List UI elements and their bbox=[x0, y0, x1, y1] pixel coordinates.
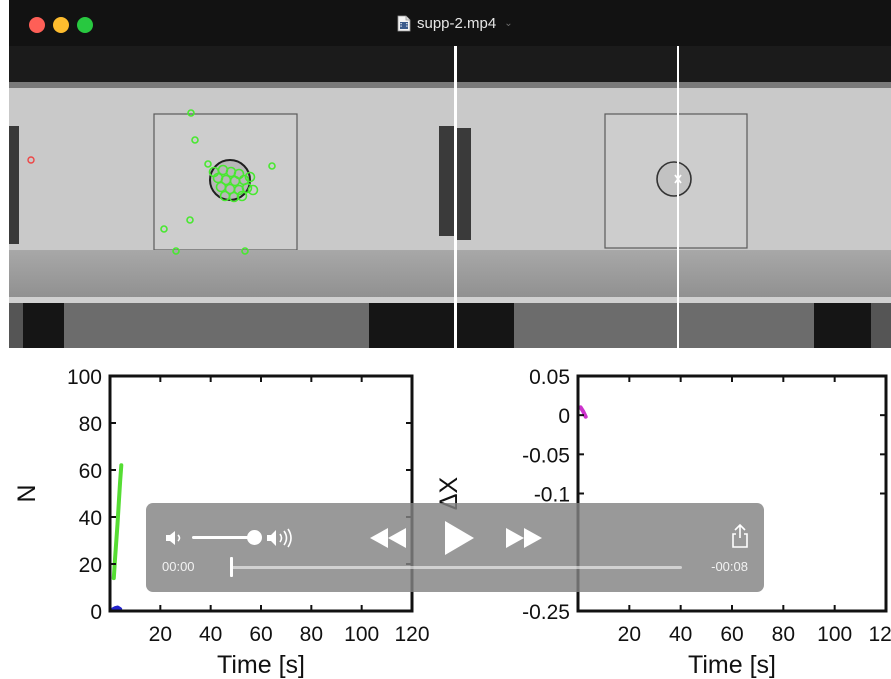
x-tick-label: 20 bbox=[618, 623, 641, 646]
volume-low-icon[interactable] bbox=[164, 529, 184, 547]
y-tick-label: 60 bbox=[79, 460, 102, 483]
y-tick-label: 0 bbox=[90, 601, 102, 624]
scrubber-playhead[interactable] bbox=[230, 557, 233, 577]
x-tick-label: 20 bbox=[149, 623, 172, 646]
y-tick-label: -0.05 bbox=[522, 444, 570, 467]
player-controls[interactable]: 00:00 -00:08 bbox=[146, 503, 764, 592]
series-line-0 bbox=[578, 405, 588, 419]
y-axis-label: N bbox=[13, 484, 41, 502]
cursor-line bbox=[677, 46, 679, 348]
close-window-button[interactable] bbox=[29, 17, 45, 33]
fast-forward-icon[interactable] bbox=[504, 526, 544, 550]
y-tick-label: 0.05 bbox=[529, 366, 570, 389]
volume-high-icon[interactable] bbox=[265, 527, 299, 549]
x-axis-label: Time [s] bbox=[217, 651, 305, 679]
series-line-1 bbox=[110, 605, 123, 612]
y-tick-label: 100 bbox=[67, 366, 102, 389]
right-camera-view bbox=[457, 46, 891, 348]
window-title[interactable]: supp-2.mp4 ⌄ bbox=[397, 13, 513, 33]
series-line-0 bbox=[111, 463, 124, 581]
view-divider bbox=[454, 46, 457, 348]
x-tick-label: 100 bbox=[817, 623, 852, 646]
share-icon[interactable] bbox=[730, 523, 750, 549]
x-tick-label: 100 bbox=[344, 623, 379, 646]
play-icon[interactable] bbox=[442, 520, 476, 556]
x-tick-label: 40 bbox=[669, 623, 692, 646]
video-frame[interactable]: 20 40 60 80 100 120 0 20 40 60 80 100 Time [s] N 20 40… bbox=[9, 46, 891, 679]
y-tick-label: -0.25 bbox=[522, 601, 570, 624]
y-tick-label: -0.1 bbox=[534, 484, 570, 507]
y-tick-label: 40 bbox=[79, 507, 102, 530]
window-titlebar: supp-2.mp4 ⌄ bbox=[9, 0, 891, 46]
x-tick-label: 120 bbox=[394, 623, 429, 646]
video-content: 20 40 60 80 100 120 0 20 40 60 80 100 Time [s] N 20 40… bbox=[9, 46, 891, 679]
x-tick-label: 80 bbox=[300, 623, 323, 646]
x-axis-label: Time [s] bbox=[688, 651, 776, 679]
volume-slider-track[interactable] bbox=[192, 536, 254, 539]
left-camera-view bbox=[9, 46, 454, 348]
current-time: 00:00 bbox=[162, 559, 195, 574]
y-tick-label: 20 bbox=[79, 554, 102, 577]
y-tick-label: 80 bbox=[79, 413, 102, 436]
chevron-down-icon[interactable]: ⌄ bbox=[504, 17, 513, 29]
video-file-icon bbox=[397, 15, 411, 31]
scrubber-track[interactable] bbox=[231, 566, 682, 569]
rewind-icon[interactable] bbox=[368, 526, 408, 550]
volume-slider-knob[interactable] bbox=[247, 530, 262, 545]
maximize-window-button[interactable] bbox=[77, 17, 93, 33]
x-tick-label: 40 bbox=[199, 623, 222, 646]
x-tick-label: 60 bbox=[249, 623, 272, 646]
x-tick-label: 60 bbox=[720, 623, 743, 646]
remaining-time: -00:08 bbox=[711, 559, 748, 574]
x-tick-label: 120 bbox=[868, 623, 891, 646]
y-tick-label: 0 bbox=[558, 405, 570, 428]
minimize-window-button[interactable] bbox=[53, 17, 69, 33]
window-title-text: supp-2.mp4 bbox=[417, 14, 497, 32]
x-tick-label: 80 bbox=[772, 623, 795, 646]
